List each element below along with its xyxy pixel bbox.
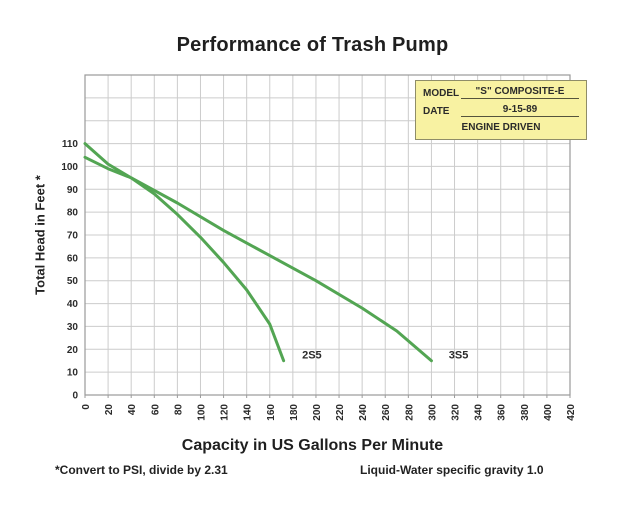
y-tick-label: 90 [67, 185, 79, 196]
y-tick-label: 110 [62, 139, 79, 150]
curve-label-3S5: 3S5 [449, 349, 469, 361]
x-tick-label: 420 [566, 404, 577, 421]
x-axis-title: Capacity in US Gallons Per Minute [181, 437, 444, 454]
engine-driven-label: ENGINE DRIVEN [461, 122, 541, 133]
date-row: DATE 9-15-89 [423, 104, 579, 117]
model-label: MODEL [423, 88, 460, 99]
x-tick-label: 340 [474, 404, 485, 421]
y-tick-label: 40 [67, 299, 79, 310]
date-label: DATE [423, 106, 450, 117]
y-tick-label: 70 [67, 231, 79, 242]
x-tick-label: 380 [520, 404, 531, 421]
y-tick-label: 10 [67, 368, 79, 379]
x-tick-label: 140 [243, 404, 254, 421]
x-tick-label: 200 [312, 404, 323, 421]
x-tick-label: 20 [104, 404, 115, 416]
date-value: 9-15-89 [461, 104, 579, 117]
y-tick-label: 20 [67, 345, 79, 356]
curve-2S5 [83, 142, 286, 363]
x-tick-label: 400 [543, 404, 554, 421]
pump-performance-chart: 0 20 40 60 80 100 120 140 160 180 200 220 240 260 280 3… [61, 74, 577, 421]
specific-gravity-note: Liquid-Water specific gravity 1.0 [360, 463, 544, 477]
y-axis-title: Total Head in Feet * [32, 175, 48, 295]
y-tick-label: 0 [72, 391, 78, 402]
x-tick-label: 360 [497, 404, 508, 421]
x-tick-label: 100 [196, 404, 207, 421]
x-tick-label: 0 [81, 404, 92, 410]
x-tick-label: 220 [335, 404, 346, 421]
x-tick-label: 260 [381, 404, 392, 421]
x-tick-label: 300 [427, 404, 438, 421]
y-tick-label: 80 [67, 208, 79, 219]
chart-title: Performance of Trash Pump [176, 34, 449, 56]
x-tick-label: 80 [173, 404, 184, 416]
x-tick-label: 280 [404, 404, 415, 421]
plot-border [84, 74, 571, 396]
x-tick-label: 180 [289, 404, 300, 421]
x-tick-label: 320 [451, 404, 462, 421]
x-tick-label: 60 [150, 404, 161, 416]
x-tick-label: 40 [127, 404, 138, 416]
model-value: "S" COMPOSITE-E [461, 86, 579, 99]
x-tick-label: 160 [266, 404, 277, 421]
model-info-box: MODEL "S" COMPOSITE-E DATE 9-15-89 ENGIN… [415, 80, 587, 140]
y-tick-label: 100 [61, 162, 78, 173]
curve-3S5 [83, 155, 433, 363]
x-tick-label: 120 [220, 404, 231, 421]
y-tick-label: 50 [67, 276, 79, 287]
psi-conversion-note: *Convert to PSI, divide by 2.31 [55, 463, 228, 477]
y-tick-label: 60 [67, 253, 79, 264]
model-row: MODEL "S" COMPOSITE-E [423, 86, 579, 99]
y-tick-label: 30 [67, 322, 79, 333]
curve-label-2S5: 2S5 [302, 349, 322, 361]
x-tick-label: 240 [358, 404, 369, 421]
